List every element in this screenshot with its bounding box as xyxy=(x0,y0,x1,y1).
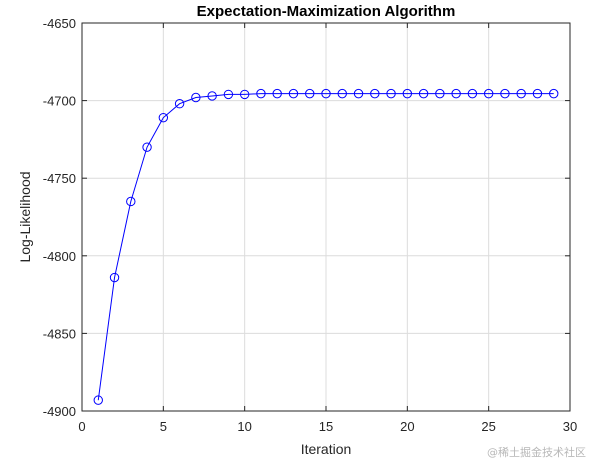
x-tick-label: 20 xyxy=(400,419,414,434)
y-tick-label: -4850 xyxy=(43,326,76,341)
y-tick-label: -4650 xyxy=(43,16,76,31)
data-point-marker xyxy=(532,88,543,99)
data-point-marker xyxy=(207,91,217,101)
data-point-marker xyxy=(402,88,413,99)
series-line xyxy=(93,88,559,405)
watermark: @稀土掘金技术社区 xyxy=(487,446,586,459)
data-point-marker xyxy=(321,88,331,99)
chart-title: Expectation-Maximization Algorithm xyxy=(197,3,456,20)
x-tick-label: 15 xyxy=(319,419,333,434)
x-tick-label: 0 xyxy=(78,419,85,434)
y-tick-label: -4900 xyxy=(43,404,76,419)
series-polyline xyxy=(97,93,554,401)
data-point-marker xyxy=(223,89,234,100)
data-point-marker xyxy=(337,88,347,99)
data-point-marker xyxy=(516,88,526,99)
data-point-marker xyxy=(435,88,445,99)
data-point-marker xyxy=(386,88,396,99)
y-tick-label: -4750 xyxy=(43,171,76,186)
data-point-marker xyxy=(239,89,250,100)
x-tick-label: 10 xyxy=(237,419,251,434)
data-point-marker xyxy=(483,88,494,99)
data-point-marker xyxy=(305,88,315,99)
data-point-marker xyxy=(142,142,152,152)
x-tick-label: 25 xyxy=(481,419,495,434)
data-point-marker xyxy=(191,92,201,103)
data-point-marker xyxy=(93,395,103,405)
data-point-marker xyxy=(451,88,461,99)
data-point-marker xyxy=(370,88,380,99)
y-axis-label: Log-Likelihood xyxy=(17,171,33,262)
data-point-marker xyxy=(418,88,429,99)
x-tick-label: 30 xyxy=(563,419,577,434)
data-point-marker xyxy=(500,88,510,99)
data-point-marker xyxy=(549,88,559,99)
data-point-marker xyxy=(174,99,185,109)
data-point-marker xyxy=(272,88,282,99)
data-point-marker xyxy=(288,88,299,99)
data-point-marker xyxy=(158,112,169,123)
data-point-marker xyxy=(126,196,136,207)
y-tick-label: -4700 xyxy=(43,94,76,109)
y-tick-label: -4800 xyxy=(43,249,76,264)
data-point-marker xyxy=(256,88,266,99)
axis-ticks: 0 5 10 15 20 25 30 -4900 -4850 -4800 -4750 -4700 -46… xyxy=(43,16,577,434)
grid-lines xyxy=(81,22,571,412)
x-tick-label: 5 xyxy=(160,419,167,434)
data-point-marker xyxy=(467,88,478,99)
data-point-marker xyxy=(109,272,120,283)
x-axis-label: Iteration xyxy=(301,441,352,457)
data-point-marker xyxy=(353,88,364,99)
